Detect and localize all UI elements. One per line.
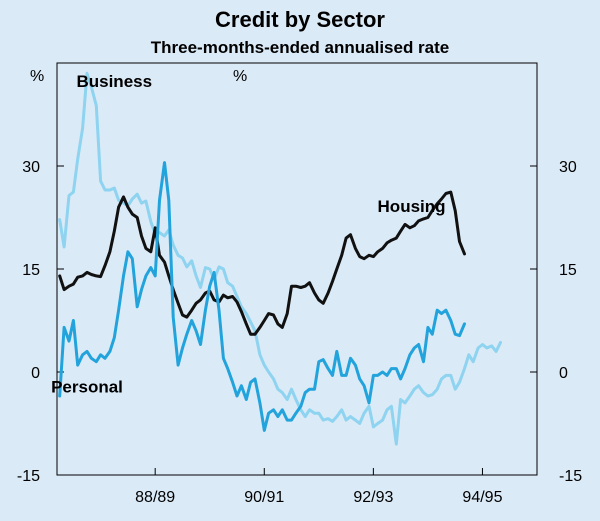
business-label: Business xyxy=(76,72,152,91)
chart-title: Credit by Sector xyxy=(215,7,385,32)
y-tick-label-right: 0 xyxy=(559,365,568,382)
x-tick-label: 90/91 xyxy=(244,489,284,506)
y-tick-label-left: 30 xyxy=(22,159,40,176)
y-tick-label-left: -15 xyxy=(17,468,40,485)
housing-label: Housing xyxy=(378,197,446,216)
housing-line xyxy=(58,190,466,336)
y-unit-right: % xyxy=(233,68,247,85)
series-lines xyxy=(58,71,502,446)
y-tick-label-left: 15 xyxy=(22,262,40,279)
series-labels: Business Housing Personal xyxy=(51,72,445,397)
y-tick-label-right: 30 xyxy=(559,159,577,176)
x-tick-label: 88/89 xyxy=(135,489,175,506)
personal-label: Personal xyxy=(51,378,123,397)
chart-subtitle: Three-months-ended annualised rate xyxy=(151,38,450,57)
business-line xyxy=(58,71,502,446)
x-tick-label: 94/95 xyxy=(462,489,502,506)
personal-line xyxy=(58,161,466,432)
axis-ticks: -15 -15 0 0 15 15 30 30 88/89 90/91 92/93 94/95 xyxy=(17,159,582,506)
x-tick-label: 92/93 xyxy=(353,489,393,506)
y-tick-label-left: 0 xyxy=(31,365,40,382)
y-tick-label-right: 15 xyxy=(559,262,577,279)
y-unit-left: % xyxy=(30,68,44,85)
y-tick-label-right: -15 xyxy=(559,468,582,485)
